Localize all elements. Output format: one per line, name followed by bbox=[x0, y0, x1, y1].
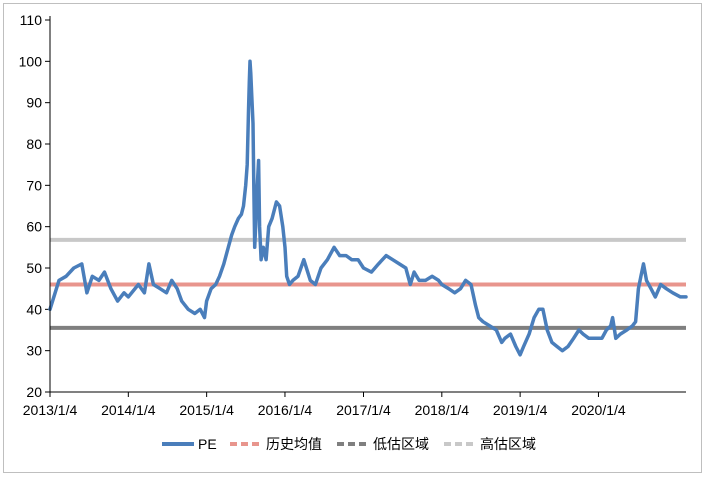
chart-frame: 20 30 40 50 60 70 80 90 100 110 2013/1/4 2014/1/4 2… bbox=[3, 3, 702, 473]
x-tick-label: 2015/1/4 bbox=[179, 402, 234, 418]
legend-label-1: 历史均值 bbox=[266, 436, 322, 452]
y-tick-label: 20 bbox=[26, 384, 42, 400]
axes bbox=[49, 16, 686, 393]
x-axis-ticks: 2013/1/4 2014/1/4 2015/1/4 2016/1/4 2017/1/4… bbox=[23, 392, 626, 418]
legend-label-3: 高估区域 bbox=[480, 436, 536, 452]
y-tick-label: 110 bbox=[20, 12, 43, 28]
pe-series bbox=[48, 59, 688, 357]
y-tick-label: 70 bbox=[26, 177, 42, 193]
x-tick-label: 2020/1/4 bbox=[571, 402, 626, 418]
legend-label-2: 低估区域 bbox=[373, 436, 429, 452]
y-axis-ticks: 20 30 40 50 60 70 80 90 100 110 bbox=[19, 12, 50, 400]
x-tick-label: 2016/1/4 bbox=[258, 402, 313, 418]
y-tick-label: 40 bbox=[26, 301, 42, 317]
x-tick-label: 2017/1/4 bbox=[336, 402, 391, 418]
x-tick-label: 2018/1/4 bbox=[415, 402, 470, 418]
y-tick-label: 50 bbox=[26, 260, 42, 276]
x-tick-label: 2014/1/4 bbox=[101, 402, 156, 418]
x-tick-label: 2019/1/4 bbox=[493, 402, 548, 418]
y-tick-label: 80 bbox=[26, 136, 42, 152]
y-tick-label: 90 bbox=[26, 95, 42, 111]
legend: PE 历史均值 低估区域 高估区域 bbox=[162, 436, 536, 452]
y-tick-label: 60 bbox=[26, 219, 42, 235]
y-tick-label: 30 bbox=[26, 343, 42, 359]
pe-line bbox=[48, 59, 688, 357]
y-tick-label: 100 bbox=[19, 53, 43, 69]
x-tick-label: 2013/1/4 bbox=[23, 402, 78, 418]
legend-label-0: PE bbox=[198, 436, 217, 452]
